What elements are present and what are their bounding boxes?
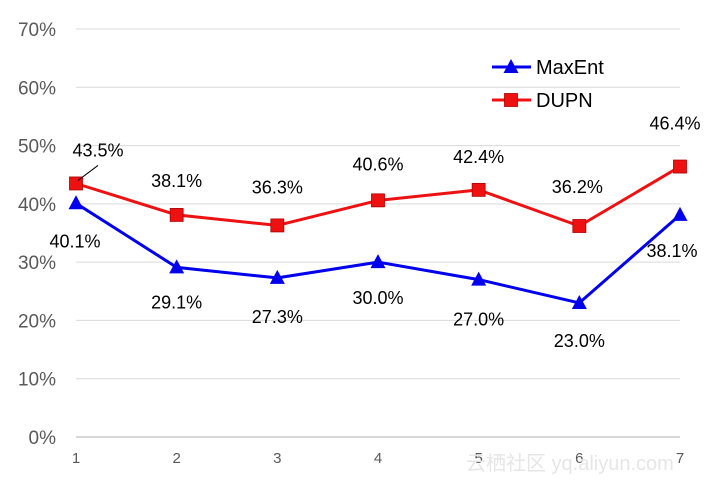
x-tick-label: 4 xyxy=(374,450,382,467)
x-tick-label: 5 xyxy=(474,450,482,467)
triangle-marker xyxy=(672,206,688,221)
legend-label: MaxEnt xyxy=(536,57,604,79)
data-label: 27.0% xyxy=(453,310,504,330)
square-marker xyxy=(572,219,587,233)
x-tick-label: 2 xyxy=(172,450,180,467)
label-leader-line xyxy=(77,165,99,181)
data-label: 38.1% xyxy=(646,241,697,261)
square-marker xyxy=(471,182,486,197)
square-marker xyxy=(270,218,285,233)
triangle-marker xyxy=(68,195,84,210)
triangle-marker xyxy=(370,254,386,269)
x-tick-label: 1 xyxy=(72,450,80,467)
triangle-marker xyxy=(169,259,185,274)
y-tick-label: 60% xyxy=(18,78,56,99)
legend-label: DUPN xyxy=(536,90,593,112)
data-label: 42.4% xyxy=(453,147,504,167)
data-label: 27.3% xyxy=(252,307,303,327)
data-label: 46.4% xyxy=(649,114,700,134)
y-tick-label: 0% xyxy=(29,428,57,449)
x-tick-label: 3 xyxy=(273,450,281,467)
watermark: 云栖社区 yq.aliyun.com xyxy=(466,452,674,475)
data-label: 40.6% xyxy=(352,154,403,174)
data-label: 43.5% xyxy=(72,140,123,160)
x-tick-label: 7 xyxy=(676,450,684,467)
square-marker xyxy=(371,193,385,208)
triangle-marker xyxy=(571,294,587,309)
x-tick-label: 6 xyxy=(575,450,583,467)
y-tick-label: 50% xyxy=(18,137,56,158)
x-axis-ticks: 1 2 3 4 5 6 7 xyxy=(72,450,684,467)
data-label: 36.3% xyxy=(252,177,303,197)
y-tick-label: 10% xyxy=(18,370,56,391)
y-tick-label: 30% xyxy=(18,253,56,274)
data-label: 36.2% xyxy=(552,177,603,197)
triangle-marker xyxy=(269,269,285,284)
square-marker xyxy=(673,159,687,174)
triangle-marker xyxy=(471,271,487,286)
data-label: 29.1% xyxy=(151,292,202,312)
data-label: 38.1% xyxy=(151,171,202,191)
legend: MaxEnt DUPN xyxy=(492,57,604,112)
data-label: 23.0% xyxy=(554,331,605,351)
y-tick-label: 70% xyxy=(18,20,56,41)
data-label: 30.0% xyxy=(352,288,403,308)
y-tick-label: 40% xyxy=(18,195,56,216)
y-axis-ticks: 0% 10% 20% 30% 40% 50% 60% 70% xyxy=(18,20,56,449)
legend-square-marker xyxy=(504,93,518,107)
y-tick-label: 20% xyxy=(18,311,56,332)
data-label: 40.1% xyxy=(49,231,100,251)
data-labels: 40.1% 29.1% 27.3% 30.0% 27.0% 23.0% 38.1% 43.5%… xyxy=(49,114,700,351)
series-markers xyxy=(68,159,688,309)
legend-triangle-marker xyxy=(503,59,519,73)
square-marker xyxy=(169,208,184,222)
square-marker xyxy=(69,176,83,191)
